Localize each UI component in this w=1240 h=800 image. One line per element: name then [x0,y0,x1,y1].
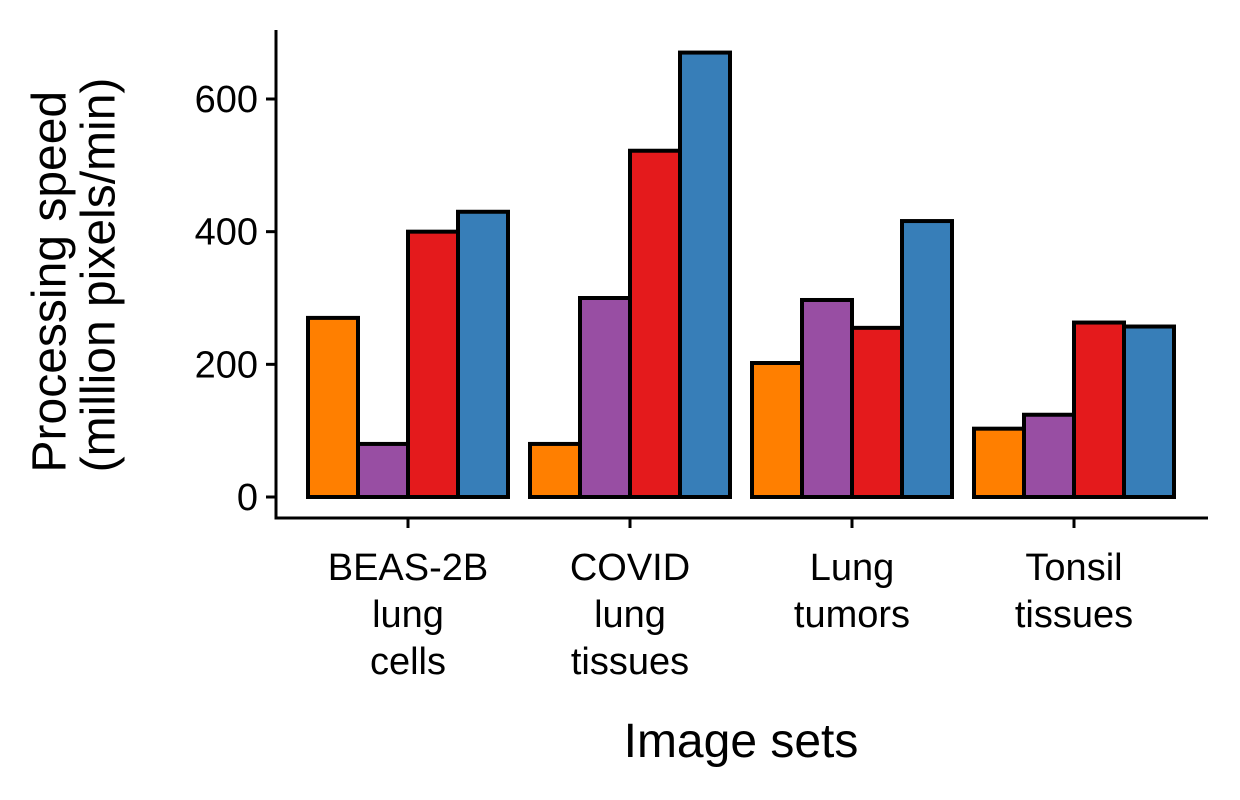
bar-1-2 [628,148,682,500]
bar-2-3 [900,219,954,499]
x-tick-label-0: BEAS-2B lung cells [328,547,489,683]
x-tick-label-1: COVID lung tissues [570,547,690,683]
y-tick-label-2: 400 [195,212,258,254]
bar-0-3 [456,209,510,499]
bar-3-1 [1022,412,1076,500]
y-axis-title-line-1: Processing speed [24,91,77,473]
x-tick-label-2-line-0: Lung [810,547,895,589]
x-tick-label-1-line-0: COVID [570,547,690,589]
x-tick-label-3: Tonsil tissues [1015,547,1133,636]
x-tick-label-3-line-1: tissues [1015,594,1133,636]
y-tick-label-3: 600 [195,79,258,121]
bar-2-2 [850,325,904,499]
y-tick-label-0: 0 [237,477,258,519]
bar-0-2 [406,229,460,500]
bar-2-0 [750,361,804,499]
y-axis: 0 200 400 600 [195,30,278,520]
y-axis-title-line-2: (million pixels/min) [73,78,126,473]
x-tick-label-2-line-1: tumors [794,594,910,636]
bar-0-1 [356,441,410,499]
bar-3-0 [972,426,1026,499]
x-tick-label-0-line-1: lung [372,594,444,636]
bar-3-2 [1072,320,1126,499]
bar-0-0 [306,315,360,499]
x-tick-label-2: Lung tumors [794,547,910,636]
x-tick-label-0-line-2: cells [370,641,446,683]
bar-1-3 [678,50,732,499]
bars-group [306,50,1176,500]
bar-1-1 [578,296,632,499]
bar-1-0 [528,441,582,499]
bar-2-1 [800,297,854,499]
x-axis-title: Image sets [624,715,859,768]
x-axis: BEAS-2B lung cells COVID lung tissues Lung tumo… [274,516,1208,683]
x-tick-label-0-line-0: BEAS-2B [328,547,489,589]
y-axis-title: Processing speed (million pixels/min) [24,78,126,473]
x-tick-label-3-line-0: Tonsil [1025,547,1122,589]
bar-3-3 [1122,324,1176,500]
y-tick-label-1: 200 [195,344,258,386]
x-tick-label-1-line-2: tissues [571,641,689,683]
x-tick-label-1-line-1: lung [594,594,666,636]
